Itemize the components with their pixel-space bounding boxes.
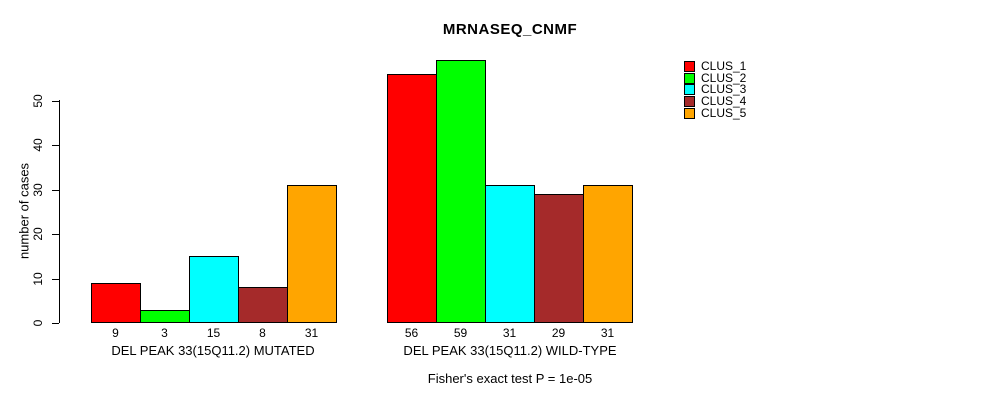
y-axis-line <box>59 100 60 323</box>
y-tick-label: 20 <box>31 227 45 241</box>
bar-clus_1-mutated <box>91 283 141 323</box>
legend-swatch-clus_1 <box>684 61 695 73</box>
y-tick <box>52 145 59 146</box>
bar-value-label-clus_5-mutated: 31 <box>304 326 319 340</box>
bar-value-label-clus_5-wildtype: 31 <box>600 326 615 340</box>
legend-row-clus_3: CLUS_3 <box>684 82 747 97</box>
chart-title: MRNASEQ_CNMF <box>442 21 578 38</box>
legend-label-clus_4: CLUS_4 <box>701 94 747 109</box>
bar-value-label-clus_3-wildtype: 31 <box>502 326 517 340</box>
legend-label-clus_2: CLUS_2 <box>701 70 747 85</box>
bar-value-label-clus_1-mutated: 9 <box>112 326 119 340</box>
legend: CLUS_1 CLUS_2 CLUS_3 CLUS_4 CLUS_5 <box>684 59 747 119</box>
y-tick-label: 0 <box>31 319 45 327</box>
legend-swatch-clus_5 <box>684 107 695 119</box>
bar-clus_2-wildtype <box>436 60 486 323</box>
bar-value-label-clus_4-wildtype: 29 <box>551 326 566 340</box>
fisher-test-annotation: Fisher's exact test P = 1e-05 <box>427 371 593 386</box>
bar-value-label-clus_2-mutated: 3 <box>161 326 168 340</box>
legend-label-clus_5: CLUS_5 <box>701 105 747 120</box>
legend-row-clus_5: CLUS_5 <box>684 107 746 119</box>
bar-clus_2-mutated <box>140 310 190 323</box>
bar-clus_4-mutated <box>238 287 288 323</box>
y-tick-label: 50 <box>31 94 45 108</box>
y-tick <box>52 323 59 324</box>
y-tick-label: 40 <box>31 138 45 152</box>
bar-clus_4-wildtype <box>534 194 584 323</box>
legend-row-clus_1: CLUS_1 <box>684 59 747 74</box>
y-tick-label: 30 <box>31 183 45 197</box>
x-group-label-mutated: DEL PEAK 33(15Q11.2) MUTATED <box>111 343 315 358</box>
bar-clus_5-wildtype <box>583 185 633 323</box>
y-tick-label: 10 <box>31 272 45 286</box>
legend-swatch-clus_4 <box>684 96 695 108</box>
bar-clus_1-wildtype <box>387 74 437 323</box>
y-tick <box>52 101 59 102</box>
bar-clus_3-wildtype <box>485 185 535 323</box>
legend-swatch-clus_2 <box>684 72 695 84</box>
legend-label-clus_3: CLUS_3 <box>701 82 747 97</box>
legend-label-clus_1: CLUS_1 <box>701 59 747 74</box>
bar-value-label-clus_4-mutated: 8 <box>259 326 266 340</box>
bar-value-label-clus_3-mutated: 15 <box>206 326 221 340</box>
y-tick <box>52 279 59 280</box>
bar-value-label-clus_1-wildtype: 56 <box>404 326 419 340</box>
bar-clus_5-mutated <box>287 185 337 323</box>
legend-swatch-clus_3 <box>684 84 695 96</box>
bar-clus_3-mutated <box>189 256 239 323</box>
y-tick <box>52 190 59 191</box>
bar-value-label-clus_2-wildtype: 59 <box>453 326 468 340</box>
legend-row-clus_2: CLUS_2 <box>684 70 747 85</box>
y-tick <box>52 234 59 235</box>
legend-row-clus_4: CLUS_4 <box>684 94 747 109</box>
x-group-label-wildtype: DEL PEAK 33(15Q11.2) WILD-TYPE <box>403 343 617 358</box>
